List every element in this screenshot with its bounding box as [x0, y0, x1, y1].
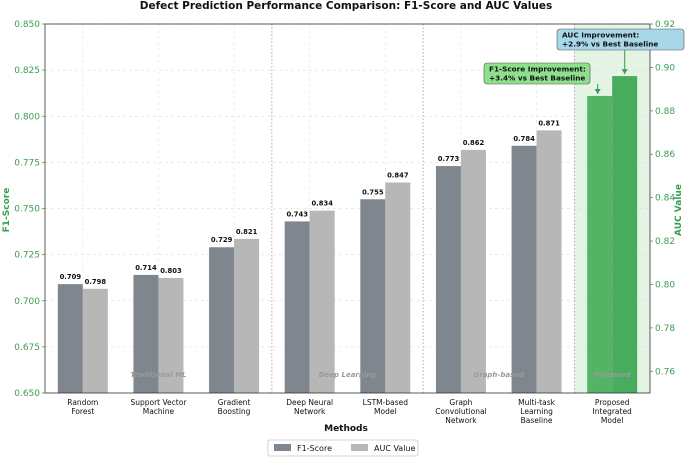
tick-label-right: 0.86 — [655, 150, 675, 160]
bar-f1 — [435, 166, 461, 393]
annotation-text: AUC Improvement: — [562, 31, 639, 40]
bar-value-label-f1: 0.784 — [513, 135, 535, 143]
bar-value-label-auc: 0.821 — [236, 228, 258, 236]
category-label: Model — [374, 407, 397, 416]
tick-label-right: 0.82 — [655, 237, 675, 247]
group-label: Traditional ML — [130, 371, 186, 379]
category-label: Forest — [71, 407, 94, 416]
category-label: Gradient — [218, 398, 251, 407]
annotations: AUC Improvement:+2.9% vs Best Baseline F1… — [483, 28, 685, 94]
bar-f1 — [57, 284, 83, 393]
annotation-box — [483, 62, 591, 85]
group-label: Proposed — [594, 371, 632, 379]
tick-label-left: 0.800 — [14, 112, 40, 122]
left-axis-ticks: 0.650 0.675 0.700 0.725 0.750 0.775 0.800 0.825… — [14, 20, 45, 399]
chart-title: Defect Prediction Performance Comparison… — [140, 0, 553, 12]
tick-label-left: 0.700 — [14, 297, 40, 307]
category-label: Multi-task — [518, 398, 555, 407]
bar-auc — [612, 76, 638, 393]
bar-auc — [309, 210, 335, 393]
tick-label-right: 0.76 — [655, 367, 675, 377]
tick-label-right: 0.88 — [655, 107, 675, 117]
group-label: Graph-based — [474, 371, 525, 379]
bar-auc — [536, 130, 562, 393]
category-label: Network — [445, 416, 477, 425]
annotation-text: F1-Score Improvement: — [489, 65, 586, 74]
tick-label-left: 0.750 — [14, 205, 40, 215]
category-label: Boosting — [218, 407, 251, 416]
bar-value-label-auc: 0.847 — [387, 171, 409, 179]
tick-label-left: 0.650 — [14, 389, 40, 399]
tick-label-left: 0.775 — [14, 158, 40, 168]
annotation-arrowhead — [594, 88, 601, 94]
category-label: Model — [601, 416, 624, 425]
category-label: Integrated — [593, 407, 633, 416]
tick-label-right: 0.90 — [655, 63, 675, 73]
bar-value-label-f1: 0.773 — [438, 155, 460, 163]
bar-value-label-f1: 0.743 — [286, 210, 308, 218]
bar-value-label-auc: 0.798 — [85, 278, 107, 286]
bar-f1 — [587, 95, 613, 393]
tick-label-left: 0.825 — [14, 66, 40, 76]
tick-label-left: 0.850 — [14, 20, 40, 30]
bar-f1 — [209, 247, 235, 393]
category-label: Learning — [520, 407, 553, 416]
group-label: Deep Learning — [319, 371, 377, 379]
tick-label-right: 0.84 — [655, 194, 675, 204]
bar-value-label-auc: 0.871 — [538, 119, 560, 127]
bar-f1 — [511, 145, 537, 393]
category-label: Machine — [143, 407, 175, 416]
legend: F1-Score AUC Value — [267, 439, 419, 457]
category-label: Random — [67, 398, 98, 407]
tick-label-left: 0.675 — [14, 343, 40, 353]
bar-value-label-f1: 0.714 — [135, 264, 157, 272]
right-axis-ticks: 0.76 0.78 0.80 0.82 0.84 0.86 0.88 0.90 0.92 — [650, 20, 675, 377]
bar-auc — [460, 149, 486, 393]
category-label: Proposed — [595, 398, 630, 407]
legend-label-f1: F1-Score — [297, 444, 332, 453]
bar-value-label-auc: 0.834 — [311, 200, 333, 208]
legend-label-auc: AUC Value — [374, 444, 416, 453]
category-label: Support Vector — [130, 398, 187, 407]
legend-swatch-f1 — [274, 444, 291, 451]
tick-label-left: 0.725 — [14, 251, 40, 261]
bar-auc — [234, 238, 260, 393]
y-axis-label-right: AUC Value — [674, 184, 684, 236]
bar-f1 — [360, 199, 386, 393]
tick-label-right: 0.80 — [655, 280, 675, 290]
category-label: Network — [294, 407, 326, 416]
bar-auc — [385, 182, 411, 393]
tick-label-right: 0.78 — [655, 324, 675, 334]
group-labels: Traditional ML Deep Learning Graph-based Pr… — [130, 371, 631, 379]
bar-value-label-auc: 0.862 — [463, 139, 485, 147]
bar-f1 — [284, 221, 310, 393]
legend-swatch-auc — [351, 444, 368, 451]
category-label: Baseline — [521, 416, 553, 425]
annotation-arrowhead — [621, 69, 628, 75]
category-label: Convolutional — [435, 407, 487, 416]
category-label: Deep Neural — [286, 398, 333, 407]
bar-f1 — [133, 274, 159, 393]
bar-value-label-auc: 0.803 — [160, 267, 182, 275]
bar-auc — [82, 288, 108, 393]
y-axis-label-left: F1-Score — [2, 188, 12, 233]
bar-value-label-f1: 0.729 — [211, 236, 233, 244]
bar-value-label-f1: 0.709 — [60, 273, 82, 281]
tick-label-right: 0.92 — [655, 20, 675, 30]
annotation-text: +2.9% vs Best Baseline — [562, 40, 658, 49]
bar-auc — [158, 277, 184, 393]
annotation-text: +3.4% vs Best Baseline — [489, 74, 585, 83]
x-axis-label: Methods — [324, 424, 368, 434]
annotation-box — [556, 28, 685, 51]
category-label: LSTM-based — [363, 398, 409, 407]
bar-value-label-f1: 0.755 — [362, 188, 384, 196]
category-label: Graph — [449, 398, 472, 407]
legend-frame — [267, 439, 419, 457]
